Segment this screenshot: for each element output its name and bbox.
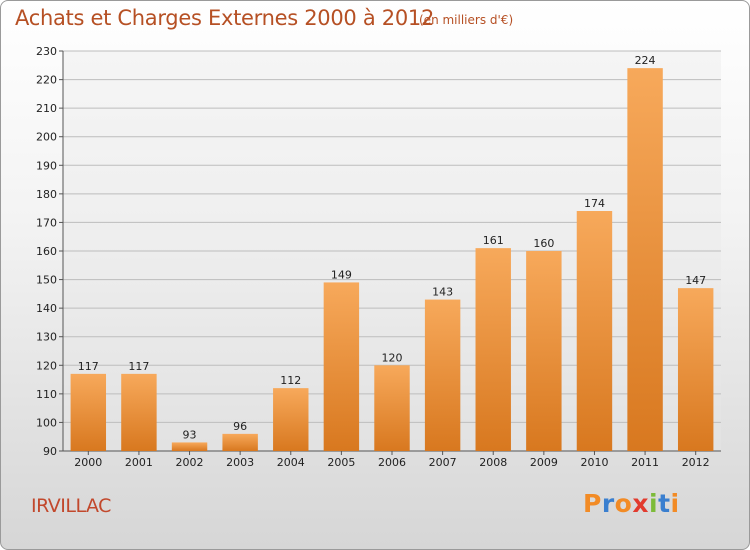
y-tick-label: 120 xyxy=(36,359,57,372)
y-tick-label: 160 xyxy=(36,245,57,258)
y-tick-label: 170 xyxy=(36,216,57,229)
y-tick-label: 90 xyxy=(43,445,57,458)
logo-letter: o xyxy=(614,489,633,518)
x-tick-label: 2011 xyxy=(631,456,659,469)
x-tick-label: 2003 xyxy=(226,456,254,469)
y-tick-label: 220 xyxy=(36,74,57,87)
x-tick-label: 2006 xyxy=(378,456,406,469)
logo-letter: P xyxy=(583,489,602,518)
y-tick-label: 150 xyxy=(36,274,57,287)
logo-letter: r xyxy=(601,489,615,518)
logo-letter: t xyxy=(658,489,671,518)
x-tick-label: 2007 xyxy=(429,456,457,469)
bar xyxy=(70,373,107,451)
bar xyxy=(374,365,410,451)
y-tick-label: 180 xyxy=(36,188,57,201)
y-tick-label: 140 xyxy=(36,302,57,315)
x-tick-label: 2010 xyxy=(580,456,608,469)
bar xyxy=(627,68,663,452)
bar-value-label: 224 xyxy=(635,54,656,67)
y-tick-label: 200 xyxy=(36,131,57,144)
x-tick-label: 2005 xyxy=(327,456,355,469)
x-tick-label: 2004 xyxy=(277,456,305,469)
x-tick-label: 2008 xyxy=(479,456,507,469)
y-tick-label: 130 xyxy=(36,331,57,344)
logo-letter: i xyxy=(670,489,680,518)
x-tick-label: 2012 xyxy=(682,456,710,469)
x-tick-label: 2001 xyxy=(125,456,153,469)
bar-value-label: 117 xyxy=(78,360,99,373)
bar xyxy=(576,211,613,451)
y-tick-label: 110 xyxy=(36,388,57,401)
bar-value-label: 143 xyxy=(432,286,453,299)
y-tick-label: 210 xyxy=(36,102,57,115)
chart-subtitle: (en milliers d'€) xyxy=(419,13,514,27)
x-tick-label: 2002 xyxy=(176,456,204,469)
bar-value-label: 120 xyxy=(382,351,403,364)
bar-value-label: 161 xyxy=(483,234,504,247)
bar-value-label: 160 xyxy=(533,237,554,250)
chart-title: Achats et Charges Externes 2000 à 2012 xyxy=(15,6,435,30)
bar-value-label: 96 xyxy=(233,420,247,433)
bar-value-label: 149 xyxy=(331,268,352,281)
bar-value-label: 93 xyxy=(183,428,197,441)
commune-name: IRVILLAC xyxy=(31,495,111,517)
x-tick-label: 2000 xyxy=(74,456,102,469)
bar xyxy=(121,373,157,451)
y-tick-label: 100 xyxy=(36,416,57,429)
logo-letter: i xyxy=(649,489,659,518)
x-tick-label: 2009 xyxy=(530,456,558,469)
y-tick-label: 190 xyxy=(36,159,57,172)
logo-letter: x xyxy=(632,489,649,518)
bar xyxy=(323,282,360,451)
bar xyxy=(677,288,714,451)
bar xyxy=(171,442,208,451)
bar xyxy=(273,388,309,451)
bar-value-label: 117 xyxy=(128,360,149,373)
bar xyxy=(424,299,461,451)
bar xyxy=(526,251,562,451)
bar xyxy=(222,433,258,451)
bar-value-label: 112 xyxy=(280,374,301,387)
proxiti-logo[interactable]: Proxiti xyxy=(583,489,680,518)
bar xyxy=(475,248,511,451)
y-tick-label: 230 xyxy=(36,45,57,58)
bar-value-label: 174 xyxy=(584,197,605,210)
bar-value-label: 147 xyxy=(685,274,706,287)
